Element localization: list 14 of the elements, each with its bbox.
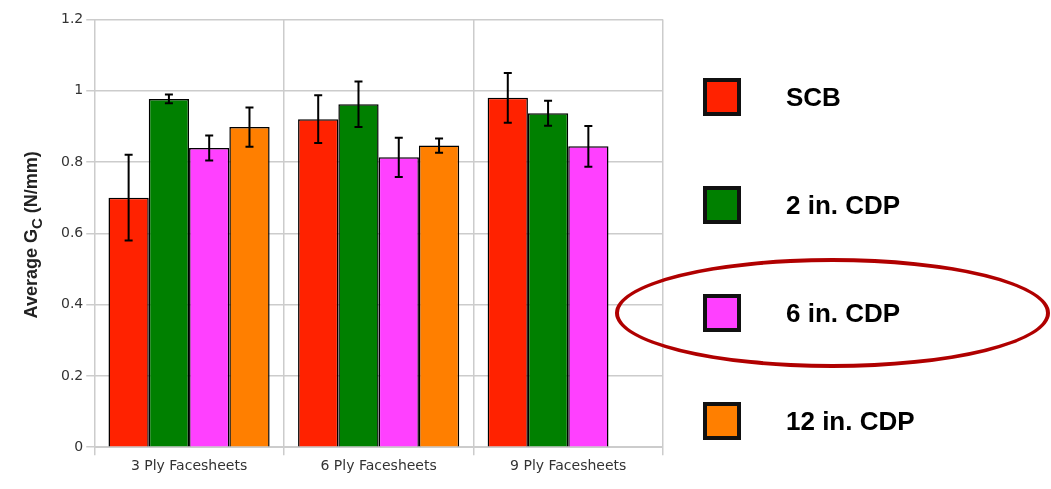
- y-tick-label: 0: [74, 437, 84, 454]
- legend-label: 6 in. CDP: [786, 297, 901, 329]
- y-tick-label: 1.2: [61, 10, 84, 27]
- x-tick-label: 6 Ply Facesheets: [320, 457, 437, 474]
- y-tick-label: 0.8: [61, 152, 84, 169]
- legend-label: SCB: [786, 81, 841, 113]
- x-tick-label: 9 Ply Facesheets: [510, 457, 627, 474]
- x-tick-label: 3 Ply Facesheets: [130, 457, 248, 474]
- y-tick-label: 0.4: [61, 295, 84, 312]
- y-tick-label: 0.2: [61, 366, 84, 383]
- y-tick-label: 0.6: [61, 223, 84, 240]
- y-tick-label: 1: [74, 81, 84, 98]
- legend-label: 2 in. CDP: [786, 189, 901, 221]
- legend-label: 12 in. CDP: [786, 405, 915, 437]
